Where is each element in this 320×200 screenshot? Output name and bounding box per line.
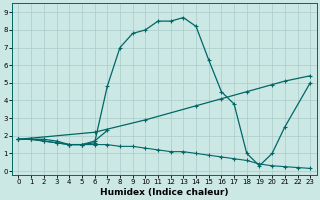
X-axis label: Humidex (Indice chaleur): Humidex (Indice chaleur)	[100, 188, 228, 197]
